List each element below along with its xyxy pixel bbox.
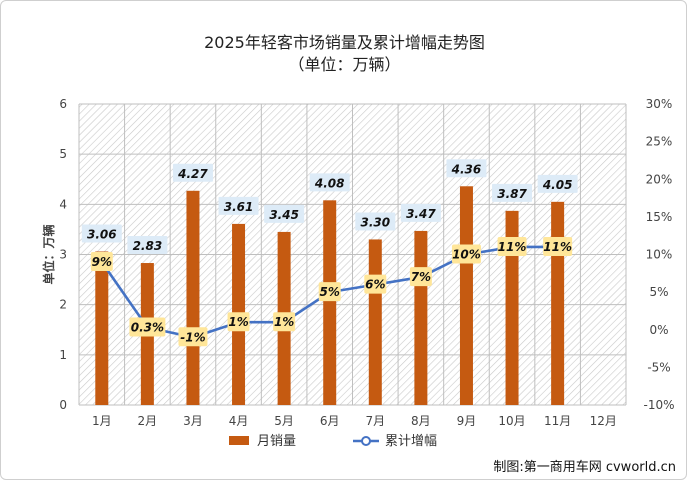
- line-label-background: [227, 312, 250, 332]
- x-axis-tick-label: 12月: [590, 414, 617, 428]
- bar-label-background: [355, 212, 396, 231]
- bar-monthly-sales: [459, 186, 473, 405]
- y2-axis-tick-label: 20%: [646, 172, 673, 186]
- bar-label-background: [446, 159, 487, 178]
- y2-axis-tick-label: 15%: [646, 210, 673, 224]
- legend-swatch-monthly-sales: [229, 436, 249, 445]
- line-data-label: 10%: [452, 248, 481, 262]
- x-axis-tick-label: 1月: [92, 414, 112, 428]
- bar-data-label: 4.36: [451, 162, 482, 176]
- bar-monthly-sales: [551, 201, 565, 405]
- source-credit: 制图:第一商用车网 cvworld.cn: [493, 460, 676, 475]
- line-label-background: [129, 317, 166, 337]
- y2-axis-tick-label: 5%: [649, 285, 668, 299]
- x-axis-tick-label: 5月: [274, 414, 294, 428]
- bar-label-background: [492, 183, 533, 202]
- y2-axis-tick-label: 25%: [646, 135, 673, 149]
- bar-data-label: 4.27: [177, 167, 208, 181]
- line-data-label: -1%: [180, 330, 205, 344]
- bar-monthly-sales: [95, 251, 109, 405]
- bar-label-background: [81, 224, 122, 243]
- bar-monthly-sales: [368, 239, 382, 405]
- legend-label-monthly-sales: 月销量: [257, 434, 296, 449]
- x-axis-tick-label: 10月: [498, 414, 525, 428]
- line-data-label: 11%: [543, 240, 572, 254]
- bar-data-label: 3.87: [497, 187, 527, 201]
- line-label-background: [497, 236, 527, 256]
- line-label-background: [90, 252, 113, 272]
- y-axis-tick-label: 2: [59, 298, 67, 312]
- bar-data-label: 3.45: [269, 208, 299, 222]
- y-axis-tick-label: 5: [59, 147, 67, 161]
- line-label-background: [273, 312, 296, 332]
- legend-label-cumulative-growth: 累计增幅: [385, 434, 437, 449]
- bar-data-label: 3.30: [360, 215, 390, 229]
- bar-label-background: [127, 236, 168, 255]
- x-axis-tick-label: 6月: [320, 414, 340, 428]
- bar-data-label: 3.61: [224, 200, 254, 214]
- bar-data-label: 3.06: [87, 227, 117, 241]
- line-data-label: 5%: [320, 285, 340, 299]
- chart-subtitle: （单位：万辆）: [288, 55, 401, 74]
- chart-title: 2025年轻客市场销量及累计增幅走势图: [204, 33, 485, 52]
- bar-monthly-sales: [505, 210, 519, 405]
- x-axis-tick-label: 8月: [411, 414, 431, 428]
- bar-data-label: 4.05: [542, 178, 573, 192]
- line-data-label: 7%: [411, 270, 431, 284]
- line-label-background: [364, 274, 387, 294]
- x-axis-tick-label: 4月: [229, 414, 249, 428]
- line-data-label: 1%: [228, 315, 248, 329]
- y2-axis-tick-label: 30%: [646, 97, 673, 111]
- legend-marker-cumulative-growth: [361, 436, 371, 446]
- bar-label-background: [309, 173, 350, 192]
- line-label-background: [409, 267, 432, 287]
- line-data-label: 11%: [498, 240, 527, 254]
- y2-axis-tick-label: -5%: [647, 360, 670, 374]
- y-axis-tick-label: 4: [59, 197, 67, 211]
- line-label-background: [318, 282, 341, 302]
- y-axis-title: 单位：万辆: [41, 224, 56, 284]
- bar-label-background: [264, 204, 305, 223]
- x-axis-tick-label: 11月: [544, 414, 571, 428]
- x-axis-tick-label: 3月: [183, 414, 203, 428]
- y-axis-tick-label: 6: [59, 97, 67, 111]
- line-label-background: [451, 244, 481, 264]
- y2-axis-tick-label: -10%: [643, 398, 674, 412]
- line-label-background: [178, 327, 208, 347]
- bar-label-background: [400, 203, 441, 222]
- bar-data-label: 2.83: [133, 239, 163, 253]
- line-data-label: 9%: [92, 255, 112, 269]
- bar-label-background: [537, 174, 578, 193]
- bar-monthly-sales: [186, 190, 200, 405]
- bar-label-background: [172, 163, 213, 182]
- y2-axis-tick-label: 10%: [646, 248, 673, 262]
- y-axis-tick-label: 3: [59, 248, 67, 262]
- line-data-label: 1%: [274, 315, 294, 329]
- line-data-label: 6%: [365, 278, 385, 292]
- line-data-label: 0.3%: [131, 320, 164, 334]
- x-axis-tick-label: 2月: [138, 414, 158, 428]
- x-axis-tick-label: 9月: [457, 414, 477, 428]
- bar-label-background: [218, 196, 259, 215]
- bar-data-label: 4.08: [314, 176, 345, 190]
- y-axis-tick-label: 0: [59, 398, 67, 412]
- y-axis-tick-label: 1: [59, 348, 67, 362]
- bar-monthly-sales: [414, 230, 428, 405]
- x-axis-tick-label: 7月: [365, 414, 385, 428]
- y2-axis-tick-label: 0%: [649, 323, 668, 337]
- bar-monthly-sales: [323, 200, 337, 405]
- bar-data-label: 3.47: [406, 207, 436, 221]
- line-label-background: [543, 236, 573, 256]
